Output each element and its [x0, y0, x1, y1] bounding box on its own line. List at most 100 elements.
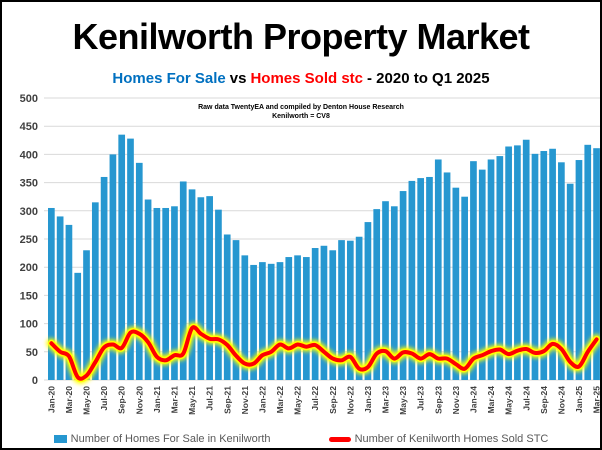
x-tick-label: Nov-24 — [556, 386, 566, 415]
bar — [399, 191, 407, 380]
x-tick-label: Jan-23 — [363, 386, 373, 413]
bar — [505, 146, 512, 380]
y-tick-label: 100 — [20, 319, 38, 331]
legend-for-sale-label: Number of Homes For Sale in Kenilworth — [70, 433, 271, 445]
bar — [259, 262, 266, 380]
x-tick-label: Sep-20 — [117, 386, 127, 414]
x-tick-label: Jan-25 — [574, 386, 584, 413]
x-tick-label: Mar-24 — [486, 386, 496, 414]
x-tick-label: May-22 — [293, 386, 303, 415]
x-tick-label: Jan-20 — [46, 386, 56, 413]
x-tick-label: Nov-20 — [134, 386, 144, 415]
bar — [487, 159, 495, 380]
bar — [285, 257, 293, 380]
y-tick-label: 500 — [20, 93, 38, 105]
x-tick-label: Jul-20 — [99, 386, 109, 411]
for-sale-swatch-icon — [53, 435, 67, 443]
bar — [294, 255, 301, 380]
x-tick-label: Jan-21 — [152, 386, 162, 413]
data-source-annotation: Raw data TwentyEA and compiled by Denton… — [2, 103, 600, 121]
y-tick-label: 50 — [26, 347, 38, 359]
bar — [241, 255, 249, 380]
bar — [83, 250, 90, 380]
bar — [48, 207, 55, 380]
bar — [276, 262, 284, 380]
bar — [531, 153, 539, 380]
sold-line — [49, 325, 599, 381]
bar — [118, 134, 126, 380]
bar — [549, 148, 556, 380]
bar — [100, 176, 108, 380]
x-tick-label: Nov-21 — [240, 386, 250, 415]
bar — [443, 172, 451, 380]
sold-stc-line-series — [46, 322, 600, 384]
y-axis-labels: 0 50 100 150 200 250 300 350 400 450 500 — [20, 93, 38, 387]
x-tick-label: Jul-24 — [521, 386, 531, 411]
subtitle-vs: vs — [229, 70, 247, 87]
bar — [346, 240, 354, 380]
bar — [355, 236, 363, 380]
legend-item-sold: Number of Kenilworth Homes Sold STC — [328, 433, 548, 445]
bar — [303, 257, 310, 380]
x-tick-label: Jan-24 — [469, 386, 479, 413]
bar — [171, 206, 178, 380]
x-axis-labels: Jan-20 Mar-20 May-20 Jul-20 Sep-20 Nov-20 Jan-… — [46, 386, 602, 415]
bar — [558, 162, 565, 380]
bar — [364, 222, 372, 380]
x-tick-label: Jul-23 — [416, 386, 426, 411]
bar — [417, 178, 425, 380]
x-tick-label: Nov-23 — [451, 386, 461, 415]
legend-item-for-sale: Number of Homes For Sale in Kenilworth — [53, 433, 271, 445]
bar — [566, 183, 574, 380]
bar — [267, 263, 275, 380]
x-tick-label: Sep-23 — [433, 386, 443, 414]
bar — [390, 206, 398, 380]
bar — [56, 216, 64, 380]
bar — [197, 197, 205, 380]
y-tick-label: 400 — [20, 149, 38, 161]
bar — [109, 154, 117, 380]
bar — [215, 209, 222, 380]
chart-subtitle: Homes For Sale vs Homes Sold stc - 2020 to … — [2, 70, 600, 87]
subtitle-period: - 2020 to Q1 2025 — [367, 70, 490, 87]
y-tick-label: 200 — [20, 262, 38, 274]
bar — [575, 160, 583, 380]
bar — [188, 189, 196, 380]
for-sale-bar-series — [48, 134, 600, 380]
x-tick-label: May-24 — [504, 386, 514, 415]
x-tick-label: Jan-22 — [257, 386, 267, 413]
subtitle-sold: Homes Sold stc — [250, 70, 363, 87]
x-tick-label: Sep-22 — [328, 386, 338, 414]
bar — [65, 224, 73, 380]
bar — [320, 245, 328, 380]
x-tick-label: Jul-22 — [310, 386, 320, 411]
y-tick-label: 150 — [20, 290, 38, 302]
x-tick-label: Nov-22 — [345, 386, 355, 415]
bar — [329, 250, 337, 380]
bar — [74, 272, 82, 380]
subtitle-for-sale: Homes For Sale — [112, 70, 226, 87]
bar — [91, 202, 99, 380]
y-tick-label: 250 — [20, 234, 38, 246]
bar — [153, 207, 161, 380]
bar — [373, 209, 381, 380]
x-tick-label: May-20 — [82, 386, 92, 415]
y-tick-label: 350 — [20, 178, 38, 190]
page-title: Kenilworth Property Market — [72, 16, 530, 57]
annotation-line1: Raw data TwentyEA and compiled by Denton… — [198, 104, 404, 111]
x-tick-label: Mar-22 — [275, 386, 285, 414]
bar — [426, 176, 433, 380]
bar — [250, 264, 257, 380]
bar — [408, 180, 416, 380]
annotation-line2: Kenilworth = CV8 — [272, 113, 330, 121]
bar — [514, 145, 521, 380]
x-tick-label: Mar-21 — [170, 386, 180, 414]
bar — [144, 199, 152, 380]
bar — [232, 240, 240, 380]
bar — [461, 196, 468, 380]
x-tick-label: Mar-25 — [592, 386, 602, 414]
bar — [162, 207, 170, 380]
bar — [311, 248, 319, 380]
bar — [127, 138, 134, 380]
